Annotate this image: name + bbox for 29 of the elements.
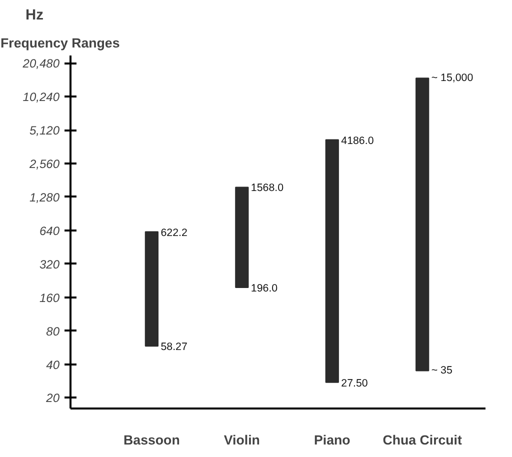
- annotation: 622.2: [160, 226, 188, 239]
- annotation: 196.0: [250, 282, 278, 295]
- x-tick-label: Bassoon: [124, 432, 180, 448]
- x-tick-label: Chua Circuit: [382, 432, 463, 448]
- annotation: ~ 35: [431, 364, 452, 377]
- chart-title: Frequency Ranges: [0, 36, 120, 50]
- bar: [235, 186, 249, 288]
- y-tick-label: 40: [46, 358, 60, 372]
- y-tick-label: 10,240: [22, 90, 60, 104]
- x-tick-label: Violin: [224, 432, 260, 448]
- y-tick-label: 20,480: [22, 56, 60, 71]
- y-tick-label: 80: [46, 324, 60, 338]
- y-tick-label: 320: [39, 257, 60, 272]
- annotation: ~ 15,000: [431, 72, 474, 84]
- annotation: 58.27: [160, 341, 188, 354]
- y-tick-label: 20: [45, 391, 60, 406]
- annotation: 1568.0: [250, 182, 284, 194]
- y-tick-label: 1,280: [29, 190, 60, 204]
- bar: [325, 139, 339, 383]
- y-tick-label: 2,560: [28, 157, 60, 172]
- y-tick-label: 160: [39, 290, 60, 305]
- bar: [416, 78, 430, 372]
- annotation: 27.50: [341, 377, 368, 390]
- y-axis-title: Hz: [26, 8, 44, 24]
- y-tick-label: 5,120: [29, 124, 60, 138]
- y-tick-label: 640: [39, 224, 60, 238]
- bar: [144, 231, 159, 347]
- annotation: 4186.0: [341, 134, 374, 147]
- x-tick-label: Piano: [314, 432, 350, 448]
